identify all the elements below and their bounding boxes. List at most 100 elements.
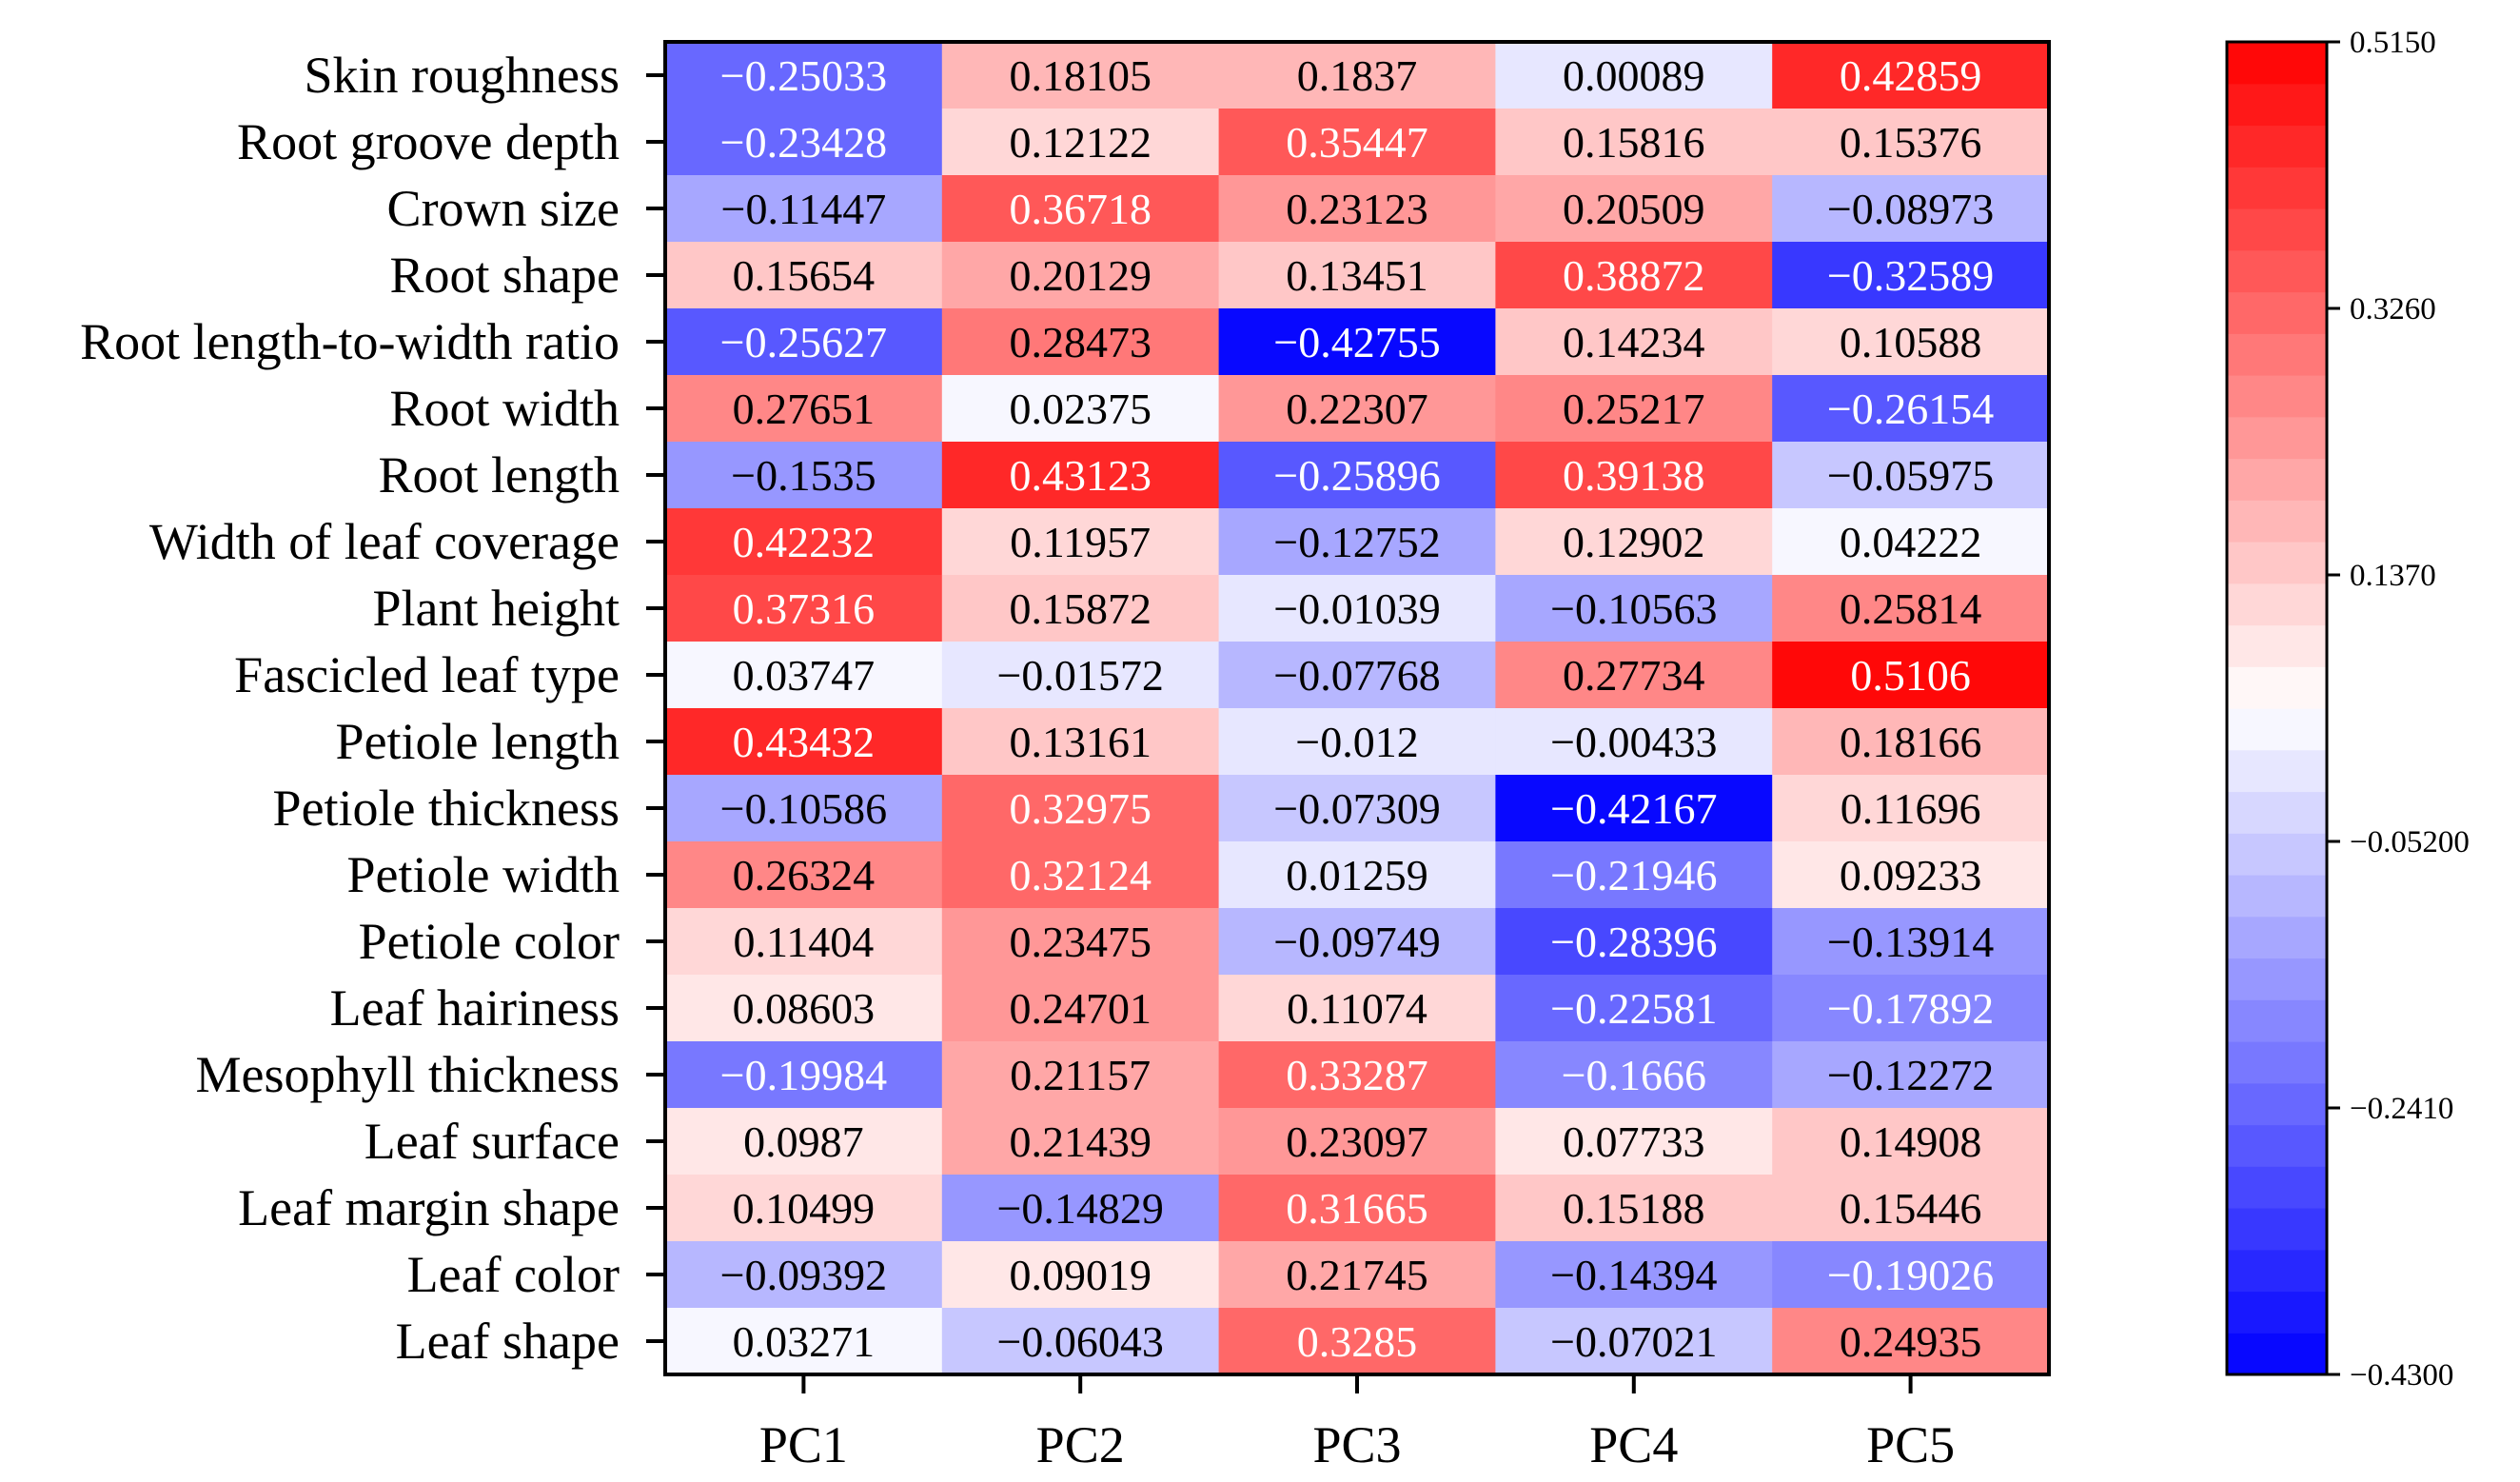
cell-value-label: 0.15872 (1009, 584, 1152, 633)
cell-value-label: −0.09749 (1273, 918, 1440, 966)
heatmap-cell (1495, 975, 1773, 1042)
heatmap-cell (1495, 1175, 1773, 1242)
heatmap-cell (1218, 575, 1496, 642)
cell-value-label: −0.25627 (720, 318, 887, 366)
y-tick-label: Mesophyll thickness (196, 1046, 620, 1103)
cell-value-label: −0.17892 (1827, 984, 1994, 1033)
cell-value-label: 0.42859 (1840, 51, 1982, 100)
y-tick-label: Leaf shape (396, 1313, 620, 1370)
cell-value-label: 0.03271 (733, 1317, 876, 1366)
cell-value-label: −0.23428 (720, 118, 887, 167)
cell-value-label: 0.15816 (1563, 118, 1705, 167)
cell-value-label: −0.25033 (720, 51, 887, 100)
heatmap-cell (1495, 175, 1773, 243)
y-tick-label: Root groove depth (237, 113, 620, 170)
colorbar-band (2227, 1041, 2327, 1084)
heatmap-cell (1218, 1308, 1496, 1375)
cell-value-label: 0.15376 (1840, 118, 1982, 167)
colorbar-band (2227, 1249, 2327, 1293)
y-tick-label: Leaf hairiness (330, 979, 620, 1037)
y-tick-label: Root length (379, 446, 620, 504)
heatmap-cell (1218, 1041, 1496, 1109)
heatmap-cell (941, 375, 1220, 443)
colorbar-band (2227, 42, 2327, 85)
colorbar-band (2227, 1166, 2327, 1209)
cell-value-label: 0.27651 (733, 385, 876, 433)
cell-value-label: 0.15446 (1840, 1184, 1982, 1233)
heatmap-cell (1218, 775, 1496, 842)
cell-value-label: −0.28396 (1550, 918, 1717, 966)
heatmap-cell (665, 308, 943, 376)
heatmap-cell (1495, 642, 1773, 709)
cell-value-label: −0.42755 (1273, 318, 1440, 366)
cell-value-label: −0.42167 (1550, 784, 1717, 833)
cell-value-label: 0.11074 (1287, 984, 1427, 1033)
cell-value-label: −0.13914 (1827, 918, 1994, 966)
heatmap-cell (941, 1241, 1220, 1309)
heatmap-cell (1495, 1041, 1773, 1109)
heatmap-cell (665, 841, 943, 909)
y-tick-label: Leaf margin shape (238, 1179, 620, 1236)
cell-value-label: −0.1535 (731, 451, 876, 500)
heatmap-cell (1218, 242, 1496, 309)
heatmap-cell (941, 775, 1220, 842)
heatmap-cell (1772, 1175, 2050, 1242)
heatmap-cell (665, 1175, 943, 1242)
colorbar-band (2227, 1124, 2327, 1167)
cell-value-label: 0.43432 (733, 718, 876, 766)
colorbar-band (2227, 249, 2327, 293)
heatmap-cell (941, 42, 1220, 109)
y-tick-label: Petiole length (336, 713, 620, 770)
cell-value-label: 0.33287 (1286, 1051, 1428, 1099)
cell-value-label: 0.28473 (1009, 318, 1152, 366)
heatmap-cell (1772, 575, 2050, 642)
y-tick-label: Leaf color (407, 1246, 620, 1303)
heatmap-cell (665, 775, 943, 842)
cell-value-label: −0.08973 (1827, 185, 1994, 233)
heatmap-cell (1772, 1041, 2050, 1109)
cell-value-label: 0.24935 (1840, 1317, 1982, 1366)
colorbar-tick-label: −0.2410 (2350, 1092, 2453, 1126)
heatmap-cell (941, 1108, 1220, 1176)
cell-value-label: 0.31665 (1286, 1184, 1428, 1233)
colorbar-band (2227, 833, 2327, 876)
heatmap-cell (1495, 109, 1773, 176)
heatmap-cell (1218, 1241, 1496, 1309)
cell-value-label: 0.10588 (1840, 318, 1982, 366)
heatmap-cell (1495, 242, 1773, 309)
heatmap-cell (665, 242, 943, 309)
heatmap-cell (941, 308, 1220, 376)
cell-value-label: −0.32589 (1827, 251, 1994, 300)
colorbar-band (2227, 1291, 2327, 1334)
colorbar-band (2227, 375, 2327, 418)
y-tick-label: Plant height (373, 580, 620, 637)
heatmap-cell (1772, 175, 2050, 243)
cell-value-label: 0.25217 (1563, 385, 1705, 433)
cell-value-label: 0.18166 (1840, 718, 1982, 766)
heatmap-cell (1218, 841, 1496, 909)
cell-value-label: −0.00433 (1550, 718, 1717, 766)
y-tick-label: Petiole width (347, 846, 620, 903)
cell-value-label: −0.14829 (996, 1184, 1163, 1233)
colorbar-band (2227, 916, 2327, 959)
cell-value-label: 0.37316 (733, 584, 876, 633)
heatmap-cell (941, 442, 1220, 509)
heatmap-cell (665, 642, 943, 709)
heatmap-cell (1772, 708, 2050, 776)
heatmap-cell (665, 1108, 943, 1176)
colorbar-band (2227, 83, 2327, 127)
heatmap-cell (1772, 908, 2050, 976)
cell-value-label: 0.08603 (733, 984, 876, 1033)
heatmap-cell (1772, 109, 2050, 176)
colorbar-band (2227, 708, 2327, 751)
x-tick-label: PC5 (1866, 1416, 1955, 1473)
colorbar-band (2227, 208, 2327, 251)
cell-value-label: 0.22307 (1286, 385, 1428, 433)
cell-value-label: −0.1666 (1562, 1051, 1706, 1099)
y-tick-label: Leaf surface (364, 1113, 620, 1170)
colorbar-band (2227, 458, 2327, 501)
heatmap-cell (1772, 841, 2050, 909)
x-tick-label: PC2 (1036, 1416, 1125, 1473)
heatmap-cell (1495, 1308, 1773, 1375)
heatmap-cell (1495, 841, 1773, 909)
